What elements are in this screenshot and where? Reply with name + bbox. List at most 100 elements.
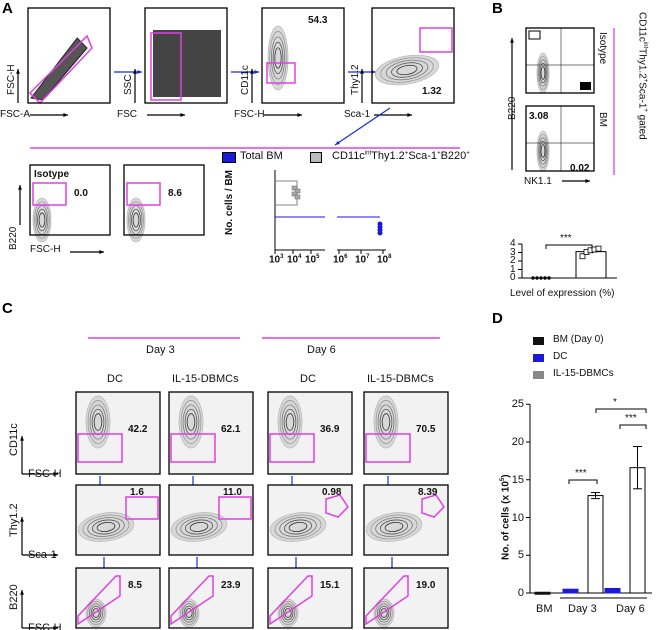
cell-population [186,413,196,431]
cell-population [178,395,204,449]
cell-population [539,62,547,84]
cell-population [126,197,146,243]
gate [125,496,159,520]
cell-population [285,413,295,431]
cell-population [34,201,50,239]
b-point [531,276,535,280]
a-plot4-x-axis-arrow [407,113,412,117]
d-bar [587,495,604,594]
a-xtick-label: 106 [333,254,348,266]
c-value-r3-c1: 8.5 [128,580,142,591]
cell-population [92,608,100,618]
b-x-arrow [585,179,590,183]
flow-plot-3 [261,7,345,104]
a-flow-arrow [254,70,259,74]
a-down-arrow [334,107,391,146]
c-plot [168,484,254,556]
cell-population [396,64,418,76]
gate [150,32,182,101]
cell-population [89,603,104,623]
c-value-r2-c4: 8.39 [418,487,438,498]
cell-population [274,47,282,69]
cell-population [91,519,121,535]
cell-population [85,598,107,628]
cell-population [269,31,287,85]
c-group-dc-d3: DC [107,373,123,385]
b-value-tl: 3.08 [529,111,549,122]
cell-population [128,201,144,239]
c-group-il15-d6: IL-15-DBMCs [367,373,434,385]
a-bottom-title: Isotype [34,169,70,180]
d-significance: * [613,397,617,408]
gate [365,575,409,626]
gate [77,433,123,463]
legend-swatch-subset [310,152,322,163]
gate [365,433,411,463]
b-ytick-label: 3 [510,246,516,258]
b-value-br: 0.02 [570,163,590,174]
gate [218,496,252,520]
a-value-3: 54.3 [308,15,328,26]
cell-population [391,62,423,78]
a-xtick-label: 105 [305,254,320,266]
gate [269,575,313,626]
cell-population [277,395,303,449]
gate [421,494,445,518]
cell-population [282,605,294,621]
c-value-r1-c3: 36.9 [320,424,340,435]
cell-population [270,36,285,80]
a-totalbm-point [377,230,383,236]
cell-population [373,395,399,449]
cell-population [182,404,200,440]
panel-label-a: A [2,0,13,17]
cell-population [178,598,200,628]
a-down-arrow [335,140,340,145]
cell-population [283,519,313,535]
c-y-arrow [20,517,24,522]
a-plot1-xlabel: FSC-A [0,109,30,120]
gate [126,182,161,206]
b-row-bm: BM [597,112,608,127]
c-value-r1-c2: 62.1 [221,424,241,435]
a-bottom-xlabel: FSC-H [30,244,61,255]
c-plot [363,484,449,556]
d-bar [562,588,579,594]
cell-population [132,212,140,228]
c-value-r3-c4: 19.0 [416,580,436,591]
b-point [539,276,543,280]
a-bottom-ylabel: B220 [8,226,19,250]
c-day6: Day 6 [307,344,336,356]
cell-population [377,404,395,440]
cell-population [180,400,202,444]
b-point [595,245,602,252]
gate [170,433,216,463]
cell-population [131,208,141,232]
a-bottom-value-1: 0.0 [74,188,88,199]
cell-population [538,59,548,87]
cell-population [180,600,198,626]
c-row-ylabel-1: CD11c [8,423,20,456]
cell-population [280,603,295,623]
c-value-r2-c2: 11.0 [223,487,242,498]
b-point [535,276,539,280]
a-plot1-x-axis-arrow [63,113,68,117]
d-significance: *** [625,413,637,424]
a-bottom-y-arrow [18,185,22,190]
b-plot-2 [525,105,595,172]
a-value-4: 1.32 [422,86,442,97]
b-point [579,253,586,260]
cell-population [272,41,284,75]
c-x-arrow [53,553,58,557]
cell-population [267,25,289,91]
cell-population [376,603,391,623]
cell-population [90,605,102,621]
cell-population [374,54,440,86]
b-sig-bracket [545,244,593,249]
c-plot [363,567,449,629]
a-plot3-ylabel: CD11c [240,65,251,95]
a-plot4-ylabel: Thy1.2 [350,64,361,95]
d-ytick-label: 25 [511,398,524,411]
a-plot3-y-axis-arrow [250,69,254,74]
cell-population [539,140,547,162]
